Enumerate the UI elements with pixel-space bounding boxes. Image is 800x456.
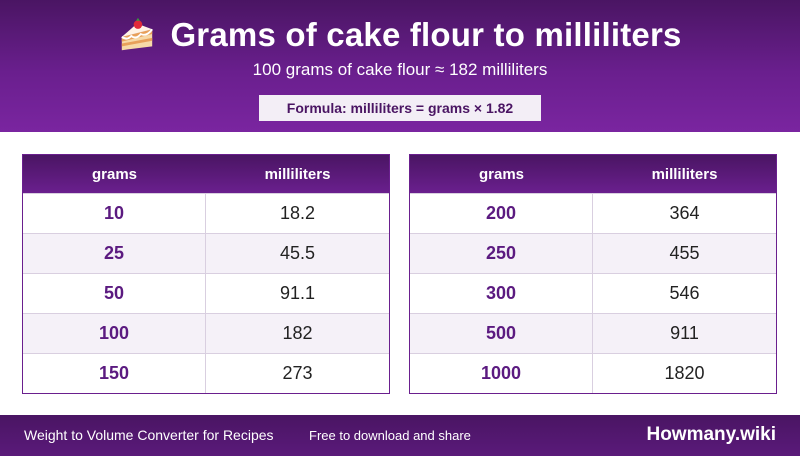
milliliters-cell: 364 bbox=[669, 203, 700, 223]
table-row: 300 546 bbox=[410, 273, 776, 313]
milliliters-cell: 91.1 bbox=[279, 283, 316, 303]
table-header: grams milliliters bbox=[23, 155, 389, 193]
milliliters-cell: 273 bbox=[282, 363, 313, 383]
table-row: 10 18.2 bbox=[23, 193, 389, 233]
table-row: 100 182 bbox=[23, 313, 389, 353]
table-row: 1000 1820 bbox=[410, 353, 776, 393]
column-header-milliliters: milliliters bbox=[651, 165, 718, 183]
milliliters-cell: 911 bbox=[670, 323, 699, 343]
conversion-table-left: grams milliliters 10 18.2 25 45.5 50 91.… bbox=[22, 154, 390, 394]
grams-cell: 150 bbox=[23, 354, 206, 393]
footer-share-note: Free to download and share bbox=[309, 428, 471, 443]
table-header: grams milliliters bbox=[410, 155, 776, 193]
grams-cell: 300 bbox=[410, 274, 593, 313]
footer-brand-link[interactable]: Howmany.wiki bbox=[646, 424, 776, 445]
table-row: 25 45.5 bbox=[23, 233, 389, 273]
footer-bar: Weight to Volume Converter for Recipes F… bbox=[0, 415, 800, 456]
milliliters-cell: 1820 bbox=[664, 363, 705, 383]
column-header-milliliters: milliliters bbox=[264, 165, 331, 183]
footer-converter-label: Weight to Volume Converter for Recipes bbox=[24, 427, 274, 443]
conversion-table-right: grams milliliters 200 364 250 455 300 54… bbox=[409, 154, 777, 394]
milliliters-cell: 18.2 bbox=[279, 203, 316, 223]
header-banner: Grams of cake flour to milliliters 100 g… bbox=[0, 0, 800, 132]
grams-cell: 500 bbox=[410, 314, 593, 353]
page-title: Grams of cake flour to milliliters bbox=[170, 16, 682, 53]
milliliters-cell: 182 bbox=[282, 323, 313, 343]
table-row: 50 91.1 bbox=[23, 273, 389, 313]
table-row: 200 364 bbox=[410, 193, 776, 233]
milliliters-cell: 45.5 bbox=[279, 243, 316, 263]
cake-slice-icon bbox=[121, 17, 154, 51]
grams-cell: 200 bbox=[410, 194, 593, 233]
grams-cell: 10 bbox=[23, 194, 206, 233]
grams-cell: 50 bbox=[23, 274, 206, 313]
page-subtitle: 100 grams of cake flour ≈ 182 milliliter… bbox=[252, 60, 548, 79]
formula-box: Formula: milliliters = grams × 1.82 bbox=[259, 95, 541, 121]
milliliters-cell: 455 bbox=[669, 243, 700, 263]
grams-cell: 25 bbox=[23, 234, 206, 273]
title-row: Grams of cake flour to milliliters bbox=[0, 12, 800, 58]
milliliters-cell: 546 bbox=[669, 283, 700, 303]
column-header-grams: grams bbox=[91, 165, 138, 183]
table-row: 250 455 bbox=[410, 233, 776, 273]
grams-cell: 100 bbox=[23, 314, 206, 353]
grams-cell: 250 bbox=[410, 234, 593, 273]
column-header-grams: grams bbox=[478, 165, 525, 183]
table-row: 500 911 bbox=[410, 313, 776, 353]
table-row: 150 273 bbox=[23, 353, 389, 393]
grams-cell: 1000 bbox=[410, 354, 593, 393]
